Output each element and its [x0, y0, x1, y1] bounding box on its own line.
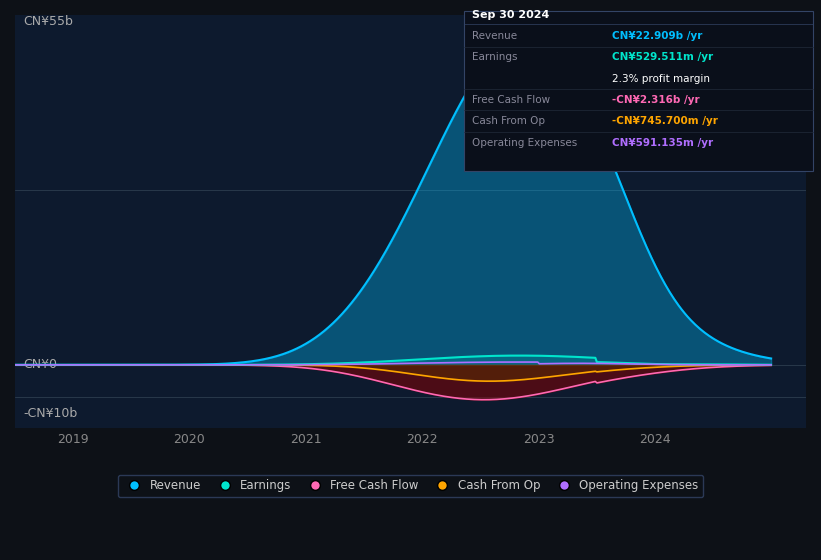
Text: -CN¥10b: -CN¥10b [23, 407, 77, 420]
Text: Operating Expenses: Operating Expenses [472, 138, 577, 148]
Text: -CN¥2.316b /yr: -CN¥2.316b /yr [612, 95, 699, 105]
Text: Free Cash Flow: Free Cash Flow [472, 95, 550, 105]
Text: Earnings: Earnings [472, 53, 517, 63]
Text: CN¥55b: CN¥55b [23, 15, 73, 28]
Text: CN¥529.511m /yr: CN¥529.511m /yr [612, 53, 713, 63]
Legend: Revenue, Earnings, Free Cash Flow, Cash From Op, Operating Expenses: Revenue, Earnings, Free Cash Flow, Cash … [118, 474, 703, 497]
Text: 2.3% profit margin: 2.3% profit margin [612, 74, 709, 84]
Text: Cash From Op: Cash From Op [472, 116, 545, 127]
Text: -CN¥745.700m /yr: -CN¥745.700m /yr [612, 116, 718, 127]
Text: Sep 30 2024: Sep 30 2024 [472, 10, 549, 20]
Text: CN¥591.135m /yr: CN¥591.135m /yr [612, 138, 713, 148]
Text: CN¥22.909b /yr: CN¥22.909b /yr [612, 31, 702, 41]
Text: Revenue: Revenue [472, 31, 517, 41]
Text: CN¥0: CN¥0 [23, 358, 57, 371]
